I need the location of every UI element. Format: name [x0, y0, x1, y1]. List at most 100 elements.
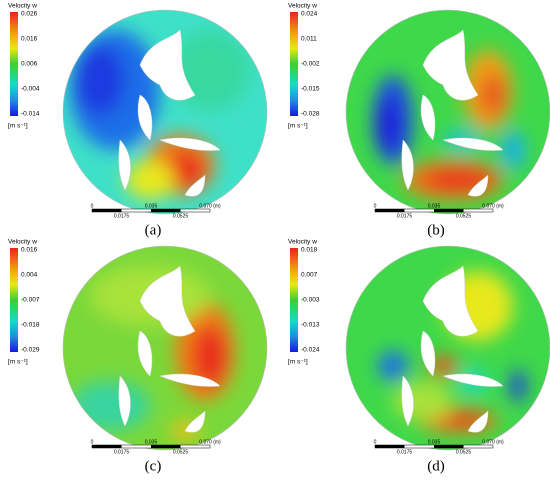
- scale-bar-seg: [434, 445, 464, 448]
- colorbar-tick-label: 0.026: [21, 11, 38, 18]
- colorbar-tick-label: 0.006: [21, 61, 38, 68]
- blade: [139, 265, 196, 337]
- velocity-region: [194, 326, 226, 386]
- colorbar-tick-label: -0.004: [21, 86, 40, 93]
- colorbar-unit: [m s⁻¹]: [8, 359, 28, 366]
- blade: [420, 94, 436, 141]
- scale-label: 0.035: [145, 439, 158, 445]
- legend-title: Velocity w: [288, 239, 317, 246]
- scale-label: 0.0175: [397, 213, 413, 219]
- colorbar-tick-label: -0.024: [301, 347, 320, 354]
- panel-label: (c): [145, 458, 162, 474]
- scale-label: 0.0525: [456, 213, 472, 219]
- panel-label: (a): [145, 222, 162, 238]
- colorbar-tick-label: -0.007: [21, 297, 40, 304]
- legend-title: Velocity w: [288, 3, 317, 10]
- colorbar-tick-label: 0.011: [301, 36, 317, 43]
- domain-outline: [62, 245, 268, 451]
- domain-outline: [345, 245, 550, 451]
- colorbar-tick-label: -0.002: [301, 61, 320, 68]
- velocity-region: [510, 370, 526, 402]
- colorbar-tick-label: -0.028: [301, 111, 320, 118]
- panel-label: (b): [427, 222, 445, 238]
- velocity-region: [70, 381, 150, 431]
- velocity-region: [480, 73, 506, 117]
- velocity-region: [125, 160, 175, 200]
- scale-label: 0: [374, 439, 377, 445]
- scale-bar-seg: [151, 445, 181, 448]
- colorbar-tick-label: 0.024: [301, 11, 318, 18]
- legend-title: Velocity w: [8, 3, 37, 10]
- blade: [442, 373, 504, 387]
- scale-label: 0.070 (m): [199, 439, 221, 445]
- velocity-region: [376, 97, 400, 153]
- blade: [137, 94, 153, 141]
- blade: [420, 330, 436, 377]
- blade: [422, 265, 479, 337]
- colorbar-tick-label: -0.014: [21, 111, 40, 118]
- colorbar-tick-label: 0.007: [301, 272, 318, 279]
- velocity-region: [501, 130, 525, 170]
- velocity-region: [429, 356, 457, 376]
- colorbar: [10, 12, 18, 116]
- scale-bar-seg: [92, 209, 122, 212]
- blade: [442, 137, 504, 151]
- velocity-region: [423, 170, 493, 190]
- colorbar-tick-label: 0.004: [21, 272, 38, 279]
- colorbar-tick-label: -0.003: [301, 297, 320, 304]
- scale-label: 0.0525: [173, 449, 189, 455]
- panel: Velocity w0.016 0.004 -0.007 -0.018 -0.029 [m…: [8, 239, 268, 474]
- velocity-region: [378, 351, 408, 381]
- colorbar-tick-label: 0.016: [21, 247, 38, 254]
- scale-label: 0.035: [428, 203, 441, 209]
- colorbar-unit: [m s⁻¹]: [8, 123, 28, 130]
- blade: [159, 137, 221, 151]
- velocity-region: [167, 152, 203, 188]
- blade: [137, 330, 153, 377]
- scale-label: 0.0525: [173, 213, 189, 219]
- blade: [467, 410, 489, 433]
- scale-label: 0.070 (m): [199, 203, 221, 209]
- colorbar: [290, 12, 298, 116]
- colorbar-unit: [m s⁻¹]: [288, 123, 308, 130]
- colorbar-unit: [m s⁻¹]: [288, 359, 308, 366]
- scale-label: 0: [374, 203, 377, 209]
- colorbar-tick-label: 0.018: [301, 247, 318, 254]
- blade: [159, 373, 221, 387]
- scale-label: 0.0525: [456, 449, 472, 455]
- scale-label: 0.0175: [114, 449, 130, 455]
- scale-bar-seg: [151, 209, 181, 212]
- colorbar-tick-label: -0.018: [21, 322, 40, 329]
- panel: Velocity w0.024 0.011 -0.002 -0.015 -0.028 [m…: [288, 3, 550, 238]
- scale-label: 0: [91, 203, 94, 209]
- blade: [401, 375, 414, 427]
- colorbar: [290, 248, 298, 352]
- scale-bar-seg: [375, 209, 405, 212]
- contour-field: [346, 246, 550, 450]
- panel: Velocity w0.018 0.007 -0.003 -0.013 -0.024 [m…: [288, 239, 550, 474]
- blade: [184, 174, 206, 197]
- scale-bar-seg: [92, 445, 122, 448]
- blade: [184, 410, 206, 433]
- scale-label: 0.035: [145, 203, 158, 209]
- blade: [118, 375, 131, 427]
- colorbar-tick-label: -0.015: [301, 86, 320, 93]
- colorbar-tick-label: -0.029: [21, 347, 40, 354]
- colorbar: [10, 248, 18, 352]
- scale-label: 0: [91, 439, 94, 445]
- scale-label: 0.070 (m): [482, 439, 504, 445]
- velocity-region: [75, 45, 125, 115]
- panel: Velocity w0.026 0.016 0.006 -0.004 -0.014 [m …: [8, 3, 268, 238]
- colorbar-tick-label: -0.013: [301, 322, 320, 329]
- scale-label: 0.0175: [397, 449, 413, 455]
- blade: [467, 174, 489, 197]
- blade: [401, 139, 414, 191]
- scale-bar-seg: [434, 209, 464, 212]
- domain-outline: [62, 9, 268, 215]
- scale-label: 0.035: [428, 439, 441, 445]
- blade: [139, 29, 196, 101]
- velocity-region: [441, 413, 485, 425]
- blade: [118, 139, 131, 191]
- colorbar-tick-label: 0.016: [21, 36, 38, 43]
